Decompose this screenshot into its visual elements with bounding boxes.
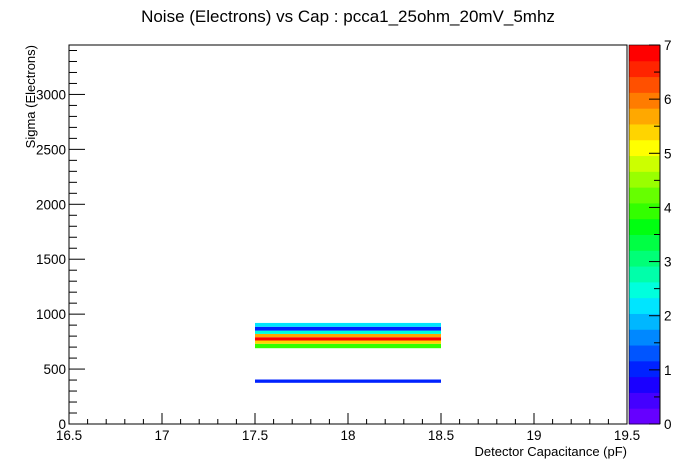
heatmap-cell-5 bbox=[255, 330, 441, 334]
z-tick-label: 3 bbox=[664, 255, 672, 270]
color-scale-band bbox=[629, 392, 660, 409]
heatmap-cell-7 bbox=[255, 322, 441, 327]
z-tick-label: 4 bbox=[664, 200, 672, 215]
y-tick-label: 2000 bbox=[36, 197, 66, 212]
color-scale-band bbox=[629, 202, 660, 220]
color-scale-band bbox=[629, 408, 660, 425]
y-tick-label: 0 bbox=[58, 417, 66, 432]
x-axis-title: Detector Capacitance (pF) bbox=[475, 444, 627, 459]
z-tick-label: 2 bbox=[664, 309, 672, 324]
color-scale-band bbox=[629, 123, 660, 141]
y-tick-label: 500 bbox=[43, 362, 66, 377]
x-tick-label: 16.5 bbox=[56, 428, 82, 443]
y-tick-label: 1500 bbox=[36, 252, 66, 267]
heatmap-cell-2 bbox=[255, 340, 441, 344]
y-axis: 0 500 1000 1500 2000 2500 3000 bbox=[36, 49, 85, 432]
y-tick-label: 2500 bbox=[36, 142, 66, 157]
color-scale bbox=[628, 44, 661, 425]
x-tick-label: 18.5 bbox=[428, 428, 454, 443]
heatmap-cells bbox=[255, 322, 441, 383]
chart-title: Noise (Electrons) vs Cap : pcca1_25ohm_2… bbox=[141, 7, 555, 26]
color-scale-band bbox=[629, 345, 660, 362]
x-tick-label: 17 bbox=[154, 428, 169, 443]
color-scale-band bbox=[629, 155, 660, 172]
heatmap-cell-0 bbox=[255, 379, 441, 383]
color-scale-band bbox=[629, 297, 660, 314]
color-scale-band bbox=[629, 313, 660, 330]
color-scale-axis: 0 1 2 3 4 5 6 7 bbox=[649, 38, 672, 432]
color-scale-band bbox=[629, 171, 660, 188]
color-scale-band bbox=[629, 108, 660, 125]
color-scale-band bbox=[629, 76, 660, 93]
plot-frame bbox=[68, 44, 628, 425]
color-scale-band bbox=[629, 376, 660, 393]
color-scale-band bbox=[629, 281, 660, 299]
z-tick-label: 0 bbox=[664, 417, 672, 432]
heatmap-cell-6 bbox=[255, 326, 441, 331]
color-scale-band bbox=[629, 60, 660, 78]
heatmap-cell-3 bbox=[255, 337, 441, 341]
color-scale-band bbox=[629, 139, 660, 157]
color-scale-band bbox=[629, 187, 660, 204]
color-scale-band bbox=[629, 45, 660, 62]
z-tick-label: 5 bbox=[664, 146, 672, 161]
y-tick-label: 3000 bbox=[36, 87, 66, 102]
y-tick-label: 1000 bbox=[36, 307, 66, 322]
z-tick-label: 6 bbox=[664, 92, 672, 107]
x-tick-label: 18 bbox=[340, 428, 355, 443]
heatmap-cell-1 bbox=[255, 343, 441, 349]
z-tick-label: 7 bbox=[664, 38, 672, 53]
color-scale-band bbox=[629, 329, 660, 346]
x-tick-label: 17.5 bbox=[242, 428, 268, 443]
x-tick-label: 19 bbox=[526, 428, 541, 443]
color-scale-band bbox=[629, 250, 660, 267]
x-tick-label: 19.5 bbox=[614, 428, 640, 443]
y-axis-title: Sigma (Electrons) bbox=[23, 45, 38, 148]
color-scale-band bbox=[629, 234, 660, 251]
z-tick-label: 1 bbox=[664, 363, 672, 378]
heatmap-cell-4 bbox=[255, 333, 441, 338]
color-scale-band bbox=[629, 266, 660, 283]
color-scale-band bbox=[629, 360, 660, 378]
x-axis: 16.5 17 17.5 18 18.5 19 19.5 bbox=[56, 413, 640, 443]
color-scale-band bbox=[629, 218, 660, 235]
color-scale-band bbox=[629, 92, 660, 109]
